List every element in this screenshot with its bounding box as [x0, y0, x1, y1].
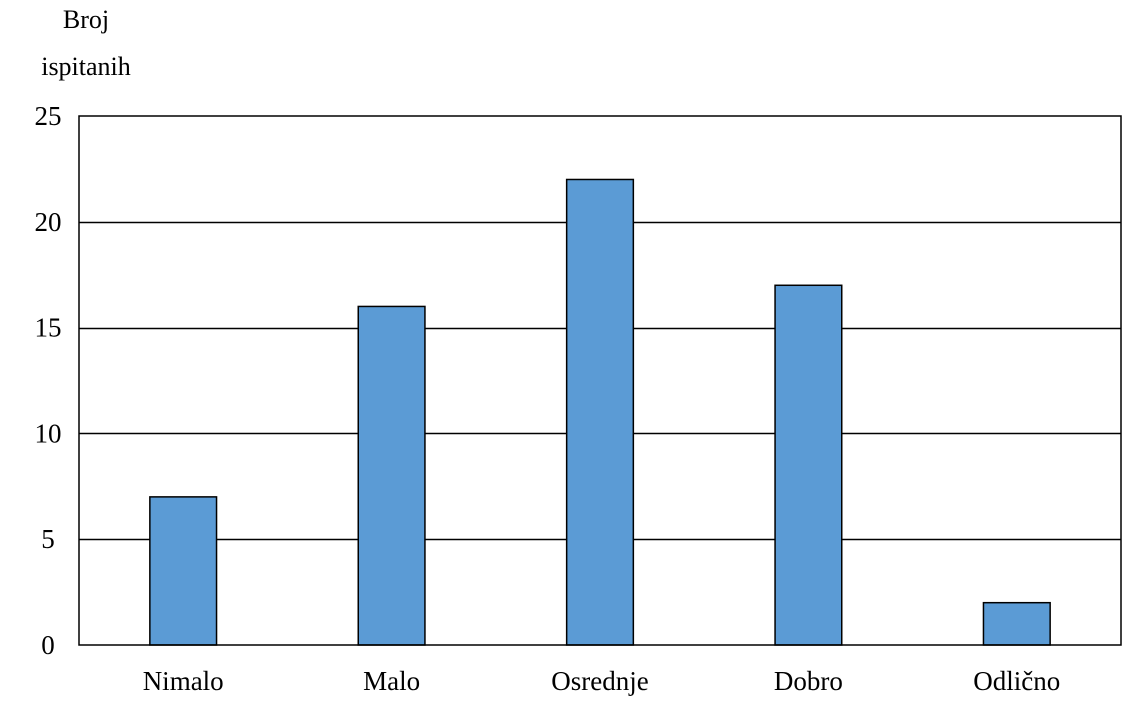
bars	[149, 178, 1051, 646]
y-tick-label-25: 25	[35, 101, 62, 131]
bar-malo	[357, 305, 426, 646]
y-tick-label-10: 10	[35, 418, 62, 448]
y-axis-label-line-1: Broj	[63, 5, 109, 34]
bar-nimalo	[149, 496, 218, 646]
x-category-label-malo: Malo	[363, 666, 420, 696]
plot-frame	[78, 115, 1122, 646]
bar-dobro	[774, 284, 843, 646]
x-axis-categories: Nimalo Malo Osrednje Dobro Odlično	[143, 666, 1061, 696]
y-axis-ticks: 0 5 10 15 20 25	[35, 101, 62, 660]
x-category-label-osrednje: Osrednje	[551, 666, 648, 696]
x-category-label-nimalo: Nimalo	[143, 666, 224, 696]
y-axis-label-line-2: ispitanih	[41, 52, 131, 81]
y-tick-label-0: 0	[41, 630, 55, 660]
x-category-label-odlično: Odlično	[973, 666, 1060, 696]
bar-osrednje	[565, 178, 635, 646]
y-tick-label-5: 5	[41, 524, 55, 554]
y-axis-label: Broj ispitanih	[41, 5, 131, 81]
x-category-label-dobro: Dobro	[774, 666, 843, 696]
y-tick-label-20: 20	[35, 207, 62, 237]
plot-border	[78, 115, 1122, 646]
bar-odlično	[982, 601, 1051, 646]
y-tick-label-15: 15	[35, 313, 62, 343]
